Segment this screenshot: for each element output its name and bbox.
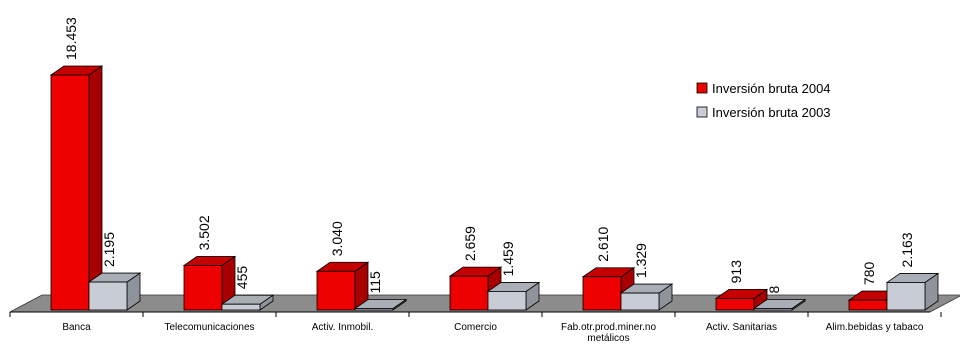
category-label: Banca (62, 322, 91, 333)
bar-2003 (486, 281, 541, 311)
bar-2003-front (487, 291, 527, 311)
bars (49, 65, 940, 311)
bar-2003 (220, 294, 275, 311)
bar-2004-front (715, 297, 755, 311)
value-label-2004: 2.610 (595, 227, 611, 262)
bar-2003 (87, 272, 142, 311)
category-labels: Banca Telecomunicaciones Activ. Inmobil. Co… (62, 322, 924, 344)
value-label-2004: 3.502 (196, 215, 212, 250)
x-axis-ticks (9, 312, 942, 317)
bar-2004 (315, 261, 370, 311)
bar-2003 (619, 283, 674, 311)
value-label-2003: 1.459 (500, 241, 516, 276)
value-label-2004: 18.453 (63, 17, 79, 60)
category-label: Activ. Inmobil. (312, 322, 374, 333)
bar-2004-front (316, 270, 356, 311)
value-label-2003: 455 (234, 266, 250, 290)
category-label: Telecomunicaciones (164, 322, 254, 333)
value-label-2004: 780 (861, 261, 877, 285)
bar-2004 (49, 65, 104, 311)
category-label: Fab.otr.prod.miner.no metálicos (561, 322, 656, 344)
legend-label: Inversión bruta 2004 (712, 81, 831, 96)
value-label-2003: 2.195 (101, 232, 117, 267)
legend: Inversión bruta 2004 Inversión bruta 2003 (696, 81, 831, 120)
category-label: Activ. Sanitarias (706, 322, 777, 333)
bar-2003 (885, 272, 940, 311)
bar-2004-front (50, 74, 90, 311)
bar-2004-front (183, 265, 223, 311)
bar-2003-front (620, 292, 660, 311)
bar-2004-front (449, 275, 489, 311)
bar-2004-front (582, 276, 622, 311)
value-label-2003: 1.329 (633, 243, 649, 278)
bar-2003-front (886, 282, 926, 311)
category-label: Comercio (454, 322, 497, 333)
bar-2003-front (88, 281, 128, 311)
legend-swatch (696, 82, 708, 94)
legend-label: Inversión bruta 2003 (712, 105, 831, 120)
category-label: Alim.bebidas y tabaco (826, 322, 924, 333)
legend-swatch (696, 106, 708, 118)
value-label-2003: 2.163 (899, 232, 915, 267)
value-label-2004: 2.659 (462, 226, 478, 261)
bar-2004-side (88, 65, 103, 311)
bar-2004-front (848, 299, 888, 311)
bar-2003 (353, 298, 408, 311)
value-label-2003: 115 (367, 271, 383, 294)
bar-2004 (182, 255, 237, 311)
value-label-2004: 3.040 (329, 221, 345, 256)
bar-2003-front (753, 308, 793, 311)
value-label-2004: 913 (728, 260, 744, 284)
value-label-2003: 8 (766, 286, 782, 294)
bar-2003-front (221, 303, 261, 311)
bar-2004 (714, 288, 769, 311)
bar-2003 (752, 298, 807, 311)
value-labels: 18.453 2.195 3.502 455 3.040 115 2.659 1.459 2.6… (63, 17, 915, 294)
bar-2003-front (354, 308, 394, 311)
